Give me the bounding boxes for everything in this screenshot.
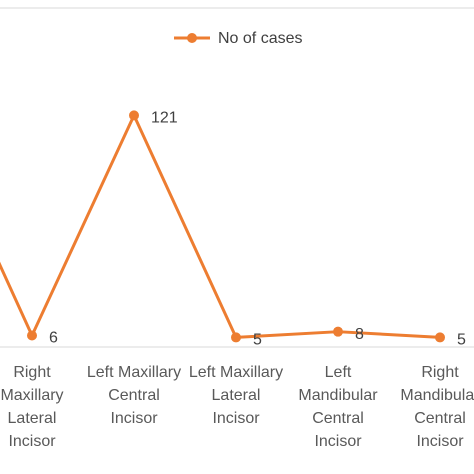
series-line	[0, 113, 441, 339]
legend-marker	[187, 33, 197, 43]
x-tick-label: Left Mandibular Central Incisor	[298, 364, 378, 450]
data-label: 6	[49, 330, 58, 347]
data-point	[435, 332, 445, 343]
data-point	[129, 110, 139, 121]
data-point	[27, 330, 37, 341]
legend-label: No of cases	[218, 30, 302, 47]
data-label: 121	[151, 110, 178, 127]
data-label: 5	[253, 332, 262, 349]
data-point	[231, 332, 241, 343]
x-tick-label: Right Maxillary Lateral Incisor	[0, 364, 64, 450]
x-tick-label: Left Maxillary Lateral Incisor	[188, 364, 284, 427]
data-point	[333, 326, 343, 337]
data-label: 5	[457, 332, 466, 349]
x-tick-label: Left Maxillary Central Incisor	[86, 364, 182, 427]
x-tick-label: Right Mandibular Central Incisor	[400, 364, 474, 450]
data-label: 8	[355, 326, 364, 343]
